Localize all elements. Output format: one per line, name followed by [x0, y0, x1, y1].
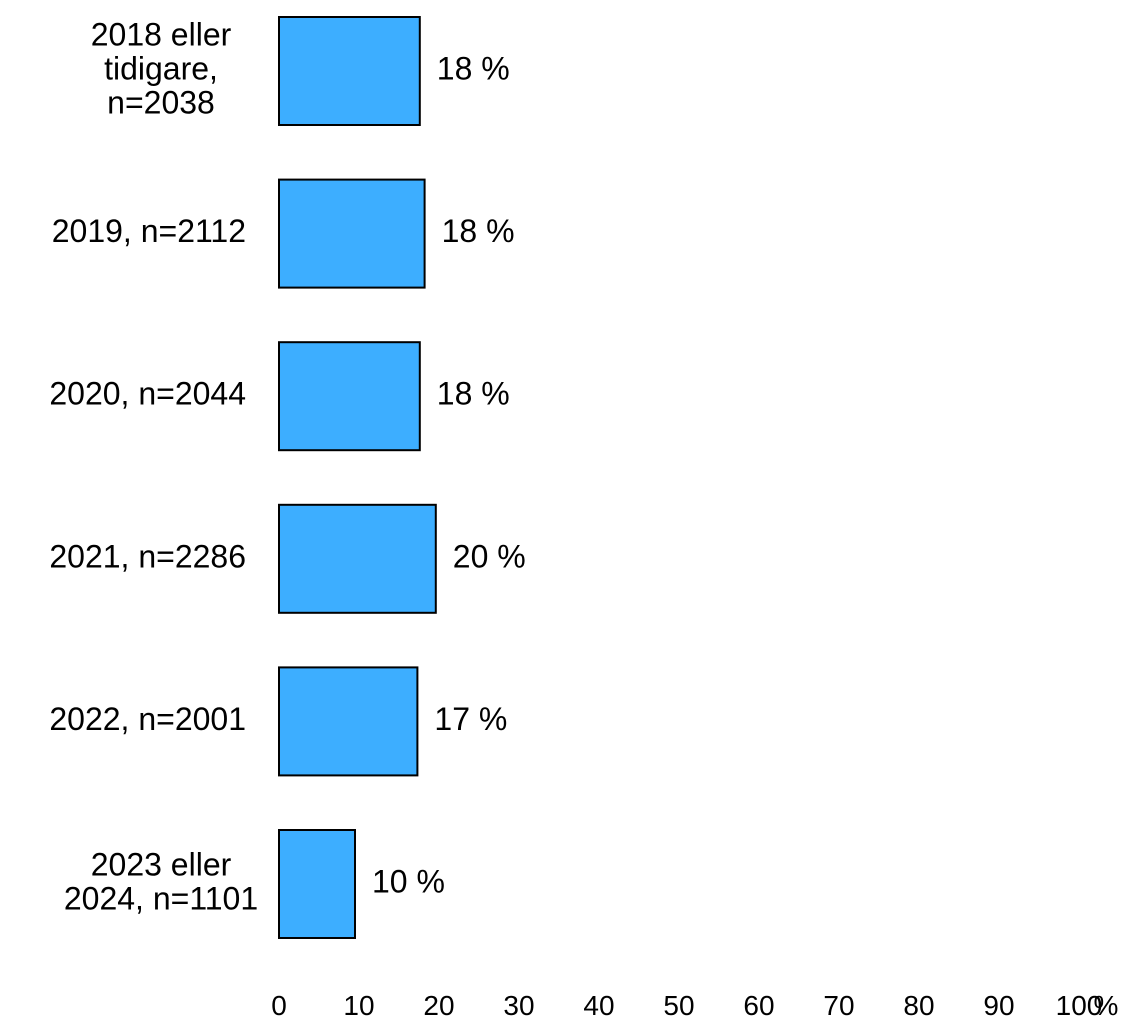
category-label-5-line-0: 2023 eller	[91, 846, 232, 882]
category-label-0-line-1: tidigare,	[104, 50, 218, 86]
category-label-4-line-0: 2022, n=2001	[49, 701, 246, 737]
x-tick-label-1: 10	[343, 990, 374, 1021]
x-tick-label-7: 70	[823, 990, 854, 1021]
x-tick-label-9: 90	[983, 990, 1014, 1021]
x-tick-label-0: 0	[271, 990, 287, 1021]
value-labels-layer: 18 % 18 % 18 % 20 % 17 % 10 %	[372, 50, 526, 899]
category-label-2: 2020, n=2044	[49, 376, 246, 412]
category-label-3-line-0: 2021, n=2286	[49, 538, 246, 574]
value-label-1: 18 %	[442, 213, 515, 249]
category-label-0-line-2: n=2038	[107, 84, 215, 120]
x-tick-label-6: 60	[743, 990, 774, 1021]
category-label-0-line-0: 2018 eller	[91, 16, 232, 52]
x-tick-label-5: 50	[663, 990, 694, 1021]
category-label-3: 2021, n=2286	[49, 538, 246, 574]
category-label-1: 2019, n=2112	[52, 213, 246, 249]
x-axis: 0 10 20 30 40 50 60 70 80 90 100%	[271, 990, 1118, 1021]
value-label-5: 10 %	[372, 863, 445, 899]
value-label-4: 17 %	[434, 701, 507, 737]
category-label-0: 2018 eller tidigare, n=2038	[91, 16, 232, 120]
bar-0	[278, 16, 421, 126]
category-label-2-line-0: 2020, n=2044	[49, 376, 246, 412]
category-labels-layer: 2018 eller tidigare, n=2038 2019, n=2112 202…	[49, 16, 258, 916]
bar-5	[278, 829, 356, 939]
bars-layer	[278, 16, 437, 939]
x-tick-label-3: 30	[503, 990, 534, 1021]
category-label-4: 2022, n=2001	[49, 701, 246, 737]
category-label-5-line-1: 2024, n=1101	[64, 880, 258, 916]
bar-2	[278, 341, 421, 452]
bar-3	[278, 503, 437, 614]
x-tick-label-2: 20	[423, 990, 454, 1021]
category-label-5: 2023 eller 2024, n=1101	[64, 846, 258, 916]
x-tick-label-10: 100	[1056, 990, 1103, 1021]
value-label-0: 18 %	[437, 50, 510, 86]
value-label-3: 20 %	[453, 538, 526, 574]
category-label-1-line-0: 2019, n=2112	[52, 213, 246, 249]
x-tick-label-8: 80	[903, 990, 934, 1021]
bar-4	[278, 666, 419, 777]
x-axis-unit-label: %	[1094, 990, 1119, 1021]
bar-1	[278, 178, 426, 289]
value-label-2: 18 %	[437, 376, 510, 412]
x-tick-label-4: 40	[583, 990, 614, 1021]
